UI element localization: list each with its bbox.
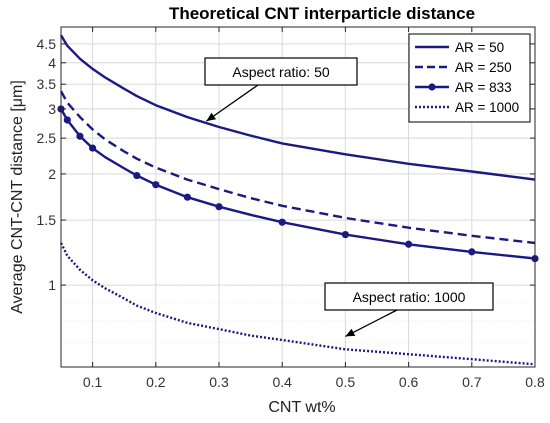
y-tick-label: 3.5 <box>37 76 57 92</box>
x-tick-label: 0.6 <box>399 374 419 390</box>
data-point <box>89 144 97 152</box>
data-point <box>76 132 84 140</box>
annotation-arrow <box>205 84 259 122</box>
axes-box <box>60 26 536 368</box>
data-point <box>63 116 71 124</box>
legend-label: AR = 1000 <box>455 100 519 115</box>
y-tick-label: 3 <box>48 101 56 117</box>
y-tick-label: 2 <box>48 166 56 182</box>
y-tick-label: 4 <box>48 55 56 71</box>
arrow-head <box>206 112 217 122</box>
legend-box <box>408 33 531 123</box>
x-tick-label: 0.5 <box>336 374 356 390</box>
data-point <box>215 203 223 211</box>
x-tick-label: 0.1 <box>83 374 103 390</box>
y-axis-ticks: 1 1.5 2 2.5 3 3.5 4 4.5 <box>37 36 535 293</box>
y-tick-label: 1.5 <box>37 212 57 228</box>
data-point <box>341 231 349 239</box>
legend: AR = 50 AR = 250 AR = 833 AR = 1000 <box>408 33 531 123</box>
series-line-1 <box>59 34 536 181</box>
x-axis-label: CNT wt% <box>268 399 335 416</box>
annotation-label: Aspect ratio: 1000 <box>353 289 466 305</box>
annotation-arrow <box>345 309 398 338</box>
annotation-box <box>324 282 494 311</box>
data-point <box>133 171 141 180</box>
data-point <box>152 181 160 189</box>
y-tick-label: 4.5 <box>37 36 57 52</box>
data-point <box>468 248 476 256</box>
x-axis-ticks: 0.1 0.2 0.3 0.4 0.5 0.6 0.7 0.8 <box>83 27 545 390</box>
legend-label: AR = 250 <box>455 60 512 75</box>
y-axis-label: Average CNT-CNT distance [μm] <box>9 80 26 314</box>
x-tick-label: 0.4 <box>272 374 292 390</box>
annotation-label: Aspect ratio: 50 <box>232 64 329 80</box>
legend-label: AR = 50 <box>455 40 504 55</box>
x-tick-label: 0.2 <box>146 374 166 390</box>
annotations: Aspect ratio: 50 Aspect ratio: 1000 <box>204 57 494 338</box>
series-line-4 <box>59 242 536 366</box>
series-line-2 <box>59 90 536 245</box>
legend-marker <box>428 83 436 91</box>
y-tick-label: 2.5 <box>37 130 57 146</box>
legend-label: AR = 833 <box>455 80 512 95</box>
data-point <box>278 218 286 226</box>
x-tick-label: 0.3 <box>209 374 229 390</box>
annotation-box <box>204 57 358 86</box>
x-tick-label: 0.8 <box>525 374 545 390</box>
series-group <box>57 34 539 366</box>
chart-title: Theoretical CNT interparticle distance <box>169 4 475 23</box>
x-tick-label: 0.7 <box>462 374 482 390</box>
series-line-3 <box>59 108 536 260</box>
y-tick-label: 1 <box>48 277 56 293</box>
arrow-head <box>345 328 356 337</box>
plot-frame <box>60 26 536 368</box>
data-point <box>405 240 413 248</box>
data-point <box>183 193 191 201</box>
